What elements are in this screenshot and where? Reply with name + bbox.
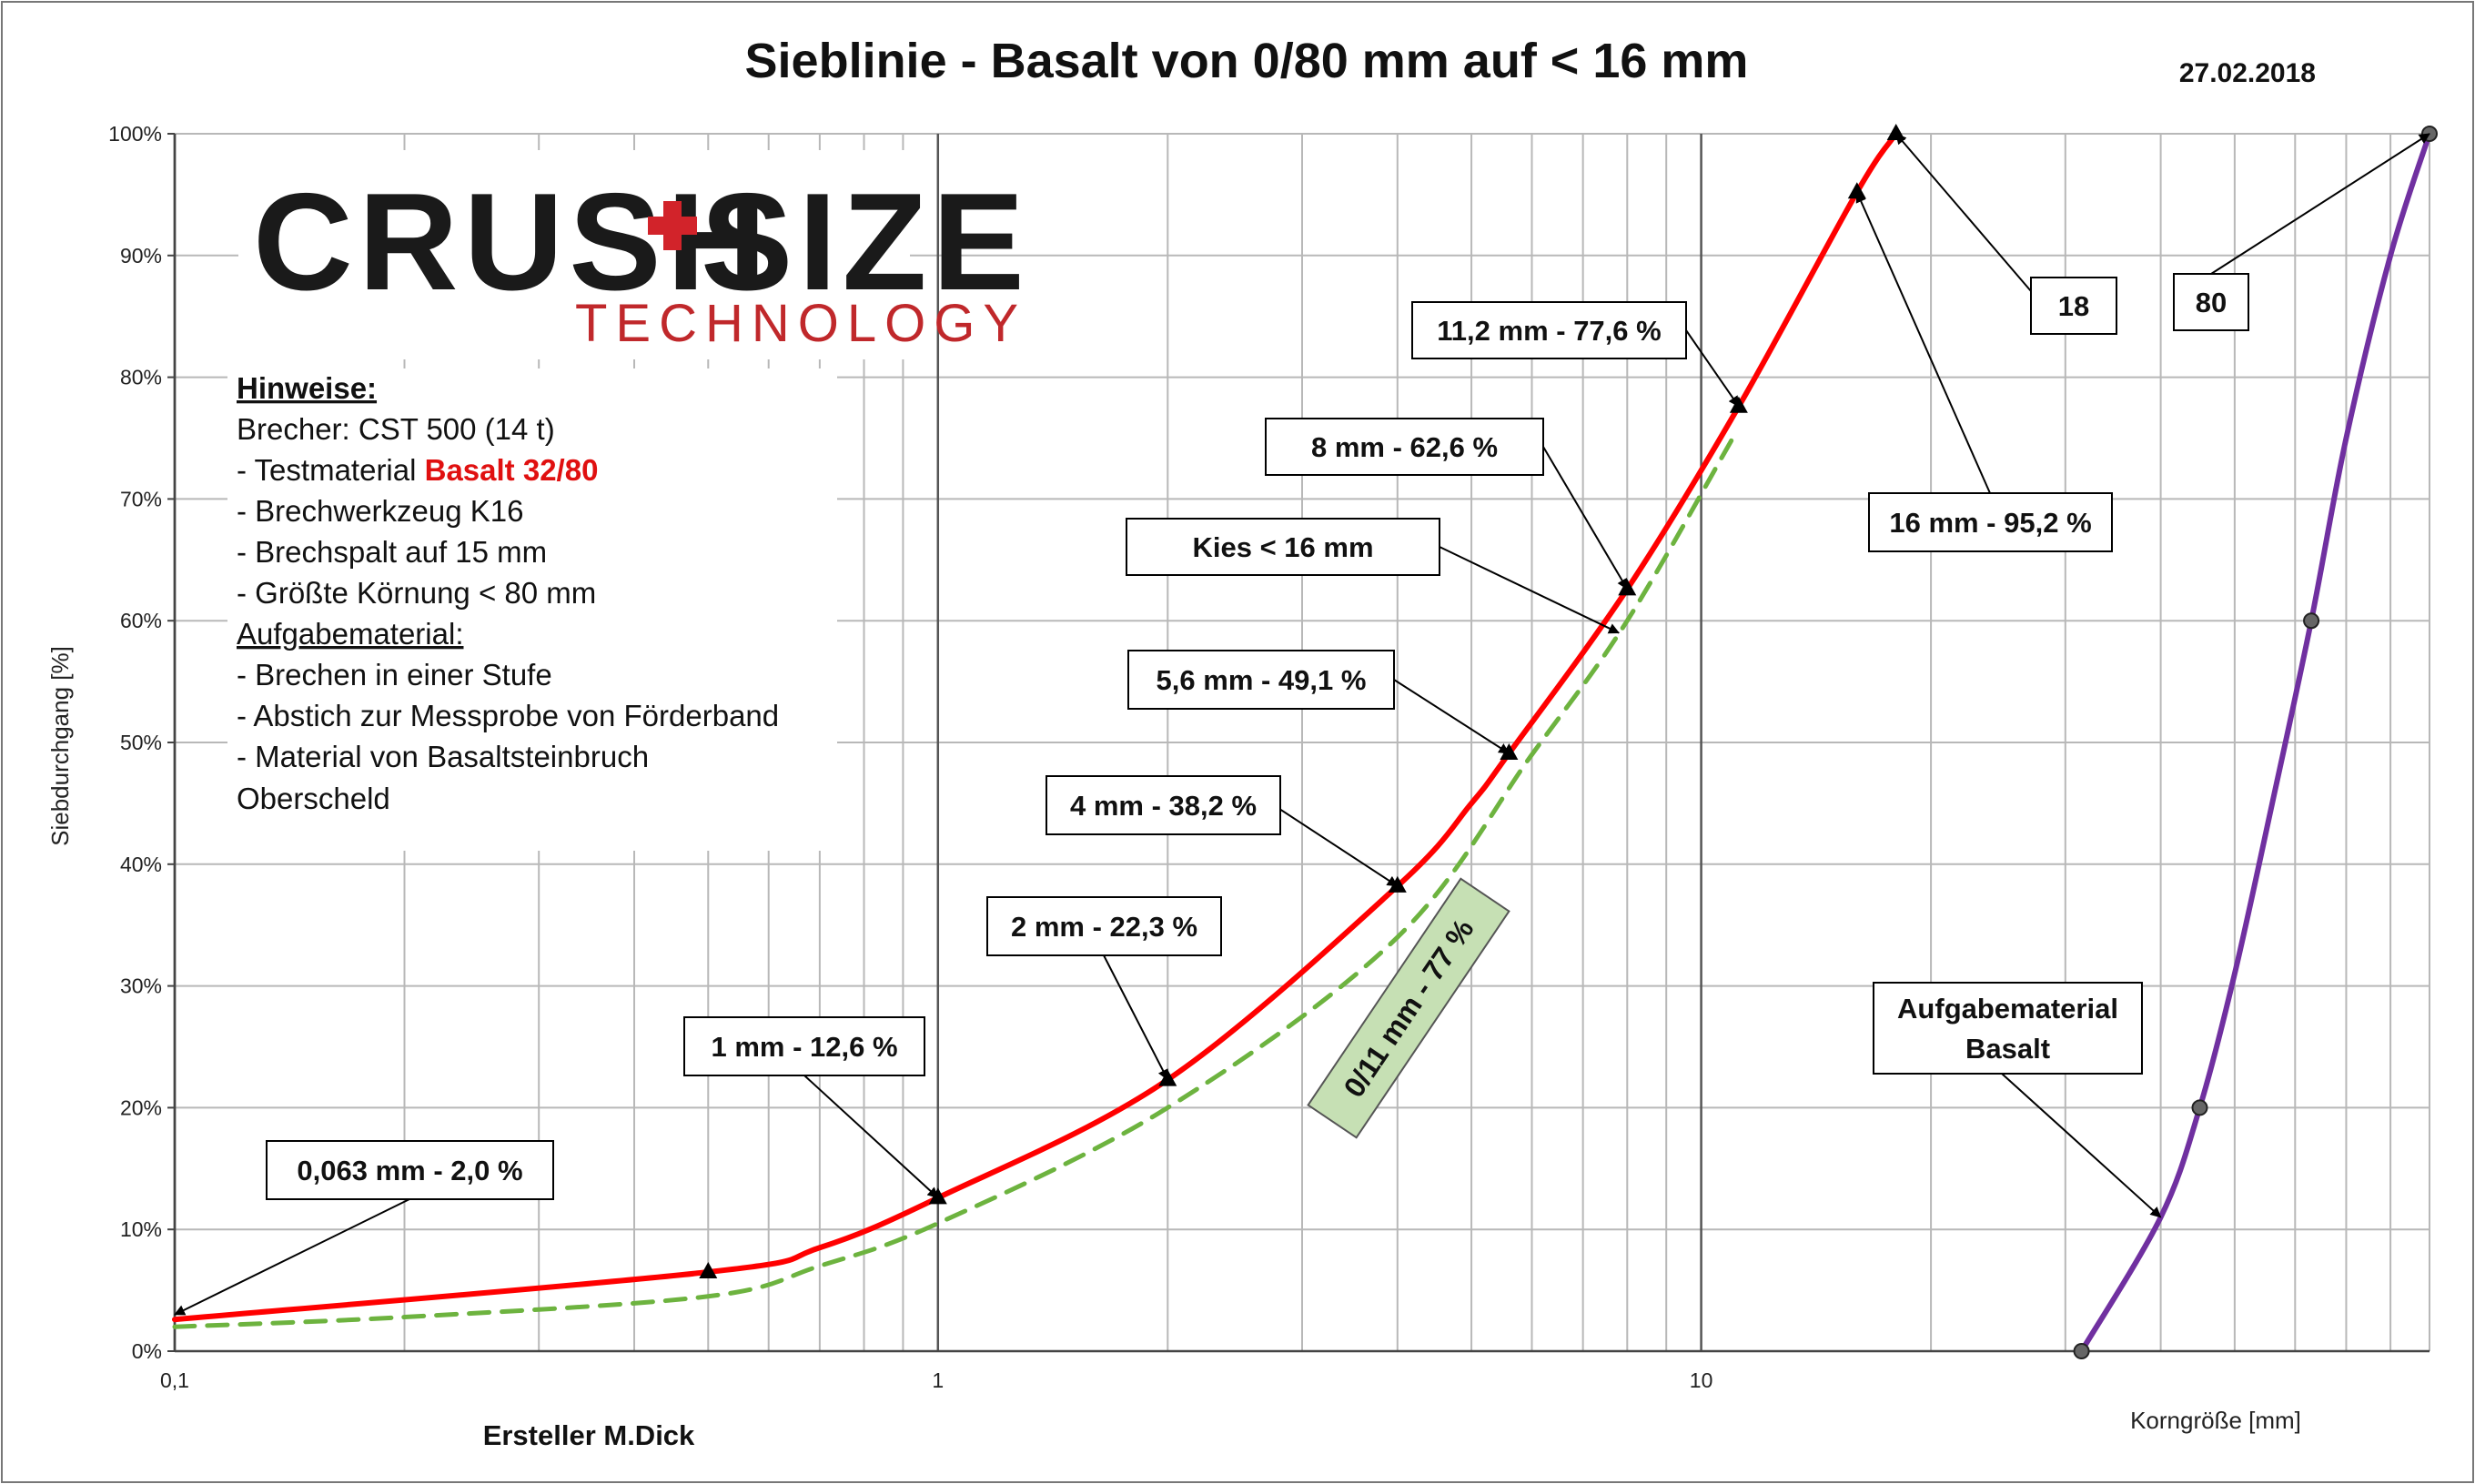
chart-date: 27.02.2018 [2179,58,2316,88]
notes-test-prefix: - Testmaterial [237,453,425,487]
notes-heading-2: Aufgabematerial: [237,617,463,651]
logo-plus-icon [648,201,697,250]
annotation-label: Basalt [1965,1033,2050,1065]
annotation-box [1126,518,1440,576]
x-tick-label: 1 [932,1368,944,1392]
notes-test-highlight: Basalt 32/80 [425,453,599,487]
annotation-arrow [1103,954,1169,1081]
purple-series-line [2078,131,2432,1354]
annotation-box [1873,982,2143,1075]
annotation-arrow [1273,804,1399,887]
data-point-marker [2191,1099,2208,1116]
data-point-marker [699,1262,718,1279]
y-tick-label: 60% [120,609,162,632]
y-axis-ticks: 0% 10% 20% 30% 40% 50% 60% 70% 80% 90% 100% [108,122,175,1363]
x-tick-label: 0,1 [160,1368,189,1392]
y-tick-label: 80% [120,366,162,389]
notes-heading: Hinweise: [237,371,377,405]
notes-line: - Brechen in einer Stufe [237,658,552,692]
y-tick-label: 40% [120,853,162,876]
y-tick-label: 90% [120,244,162,268]
annotation-label: Aufgabematerial [1897,993,2118,1025]
notes-block: Hinweise: Brecher: CST 500 (14 t) - Test… [227,368,837,851]
y-tick-label: 50% [120,731,162,754]
notes-line: Oberscheld [237,782,390,815]
annotation-arrow [2210,133,2430,275]
notes-line: - Größte Körnung < 80 mm [237,576,596,610]
notes-line: - Brechspalt auf 15 mm [237,535,547,569]
annotation-label: Kies < 16 mm [1192,531,1373,563]
notes-line: - Brechwerkzeug K16 [237,494,523,528]
annotation-box [1265,418,1544,476]
annotation-arrow [1894,133,2032,292]
x-axis-label: Korngröße [mm] [2130,1407,2301,1434]
annotation-box [1868,492,2113,552]
annotation-label: 1 mm - 12,6 % [711,1031,897,1063]
annotation-label: 80 [2196,287,2227,318]
annotation-arrow [1542,446,1629,591]
annotation-label: 16 mm - 95,2 % [1889,507,2091,539]
annotation-box [986,896,1222,956]
notes-test-line: - Testmaterial Basalt 32/80 [237,453,598,487]
annotation-arrow [174,1198,410,1316]
annotation-box [1046,775,1281,835]
logo-text-size: SIZE [701,165,1030,319]
annotation-box [266,1140,554,1200]
annotation-box [2030,277,2117,335]
annotation-box [1411,301,1687,359]
annotation-arrow [1393,679,1510,754]
annotation-label: 0,063 mm - 2,0 % [297,1155,522,1186]
annotation-box [2173,273,2249,331]
data-point-marker [2073,1343,2090,1359]
crush-size-logo: CRUSH SIZE TECHNOLOGY [238,150,1030,359]
data-point-marker [2303,612,2320,630]
annotation-arrow [1855,191,1991,494]
annotation-box [1127,650,1395,710]
x-tick-label: 10 [1690,1368,1713,1392]
annotation-label: 8 mm - 62,6 % [1311,431,1498,463]
green-label-box [1307,877,1510,1139]
logo-text-technology: TECHNOLOGY [575,294,1026,353]
author-label: Ersteller M.Dick [483,1419,695,1451]
annotation-label: 18 [2058,290,2089,322]
green-series-line [172,436,1735,1329]
annotation-layer: 0,063 mm - 2,0 % 1 mm - 12,6 % 2 mm - 22,3… [174,133,2430,1316]
notes-line: - Material von Basaltsteinbruch [237,740,649,773]
notes-line: Brecher: CST 500 (14 t) [237,412,555,446]
annotation-label: 5,6 mm - 49,1 % [1157,664,1367,696]
annotation-label: 4 mm - 38,2 % [1070,790,1257,822]
y-axis-label: Siebdurchgang [%] [46,646,74,846]
y-tick-label: 10% [120,1217,162,1241]
y-tick-label: 100% [108,122,162,146]
y-tick-label: 0% [132,1339,162,1363]
annotation-arrow [2001,1073,2162,1218]
notes-line: - Abstich zur Messprobe von Förderband [237,699,779,732]
annotation-label: 2 mm - 22,3 % [1011,911,1197,943]
annotation-arrow [803,1075,939,1199]
x-axis-ticks: 0,1 1 10 [160,1368,1712,1392]
y-tick-label: 30% [120,974,162,998]
annotation-arrow [1685,329,1740,408]
annotation-arrow [1439,546,1620,634]
y-tick-label: 20% [120,1095,162,1119]
annotation-box [683,1016,925,1076]
annotation-label: 11,2 mm - 77,6 % [1437,315,1661,347]
chart-title: Sieblinie - Basalt von 0/80 mm auf < 16 … [745,34,1749,88]
y-tick-label: 70% [120,487,162,510]
